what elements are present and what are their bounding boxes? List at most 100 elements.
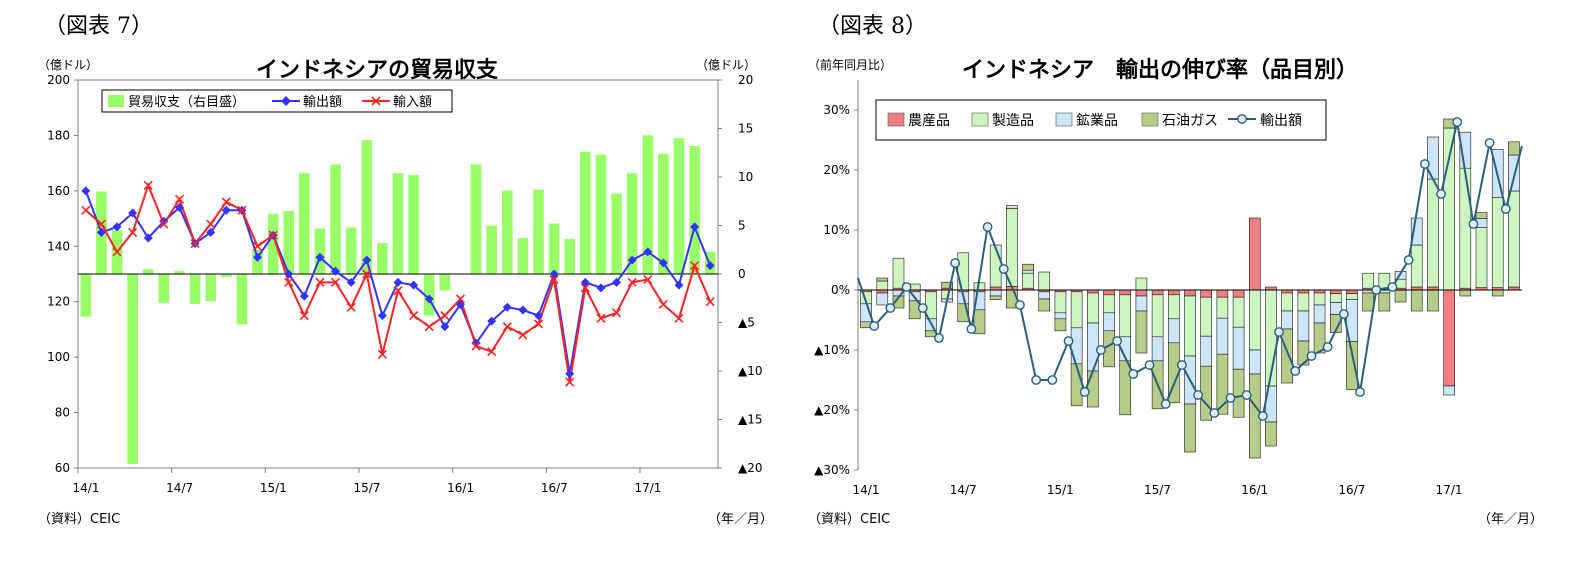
imports-point (237, 205, 247, 215)
exports-point (658, 258, 668, 268)
exports-point (643, 247, 653, 257)
manufacturing-bar-segment (1475, 227, 1488, 288)
manufacturing-bar-segment (1070, 291, 1083, 329)
manufacturing-bar-segment (876, 280, 889, 291)
chart1-left-unit: （億ドル） (38, 58, 99, 72)
mining-bar-segment (1038, 291, 1051, 300)
balance-bar (595, 154, 607, 274)
balance-bar (267, 213, 279, 274)
export-growth-point (1241, 390, 1252, 400)
agri-bar-segment (1151, 289, 1164, 296)
exports-point (518, 305, 528, 315)
exports-point (424, 294, 434, 304)
export-growth-point (901, 282, 912, 292)
oilgas-bar-segment (1135, 310, 1148, 354)
oilgas-bar-segment (989, 295, 1002, 300)
legend-agri-label: 農産品 (908, 113, 950, 129)
oilgas-bar-segment (1265, 421, 1277, 447)
oilgas-bar-segment (1346, 341, 1358, 390)
export-growth-point (1257, 411, 1268, 421)
exports-point (502, 302, 512, 312)
exports-point (112, 222, 122, 232)
exports-point (487, 316, 497, 326)
imports-point (299, 311, 309, 321)
balance-bar (236, 274, 248, 325)
imports-point (81, 205, 91, 215)
export-growth-point (885, 303, 896, 313)
imports-point (362, 269, 372, 279)
exports-point (705, 261, 715, 271)
oilgas-bar-segment (973, 309, 986, 335)
imports-point (252, 241, 263, 251)
export-growth-point (1322, 342, 1333, 352)
manufacturing-bar-segment (1232, 296, 1245, 328)
chart1-left-tick-label: 100 (47, 350, 70, 364)
mining-bar-segment (1087, 322, 1099, 372)
manufacturing-bar-segment (1329, 293, 1342, 303)
exports-point (284, 269, 294, 279)
exports-point (128, 208, 138, 218)
imports-point (533, 319, 544, 329)
exports-point (627, 255, 637, 265)
mining-bar-segment (1216, 317, 1229, 355)
balance-bar (689, 145, 700, 274)
balance-bar (283, 210, 295, 274)
chart2-x-tick-label: 15/7 (1144, 483, 1171, 497)
export-growth-point (1128, 369, 1139, 379)
chart1-left-tick-label: 80 (55, 406, 70, 420)
chart2-source: （資料）CEIC (808, 512, 891, 527)
balance-bar (611, 193, 622, 274)
balance-bar (330, 164, 341, 274)
imports-point (206, 219, 216, 229)
manufacturing-bar-segment (1346, 293, 1358, 300)
imports-point (518, 330, 528, 340)
export-growth-point (1063, 336, 1074, 346)
oilgas-bar-segment (1475, 212, 1488, 219)
mining-bar-segment (1167, 318, 1180, 344)
chart1-x-tick-label: 15/1 (260, 481, 287, 495)
chart1-x-tick-label: 17/1 (634, 481, 661, 495)
imports-point (487, 347, 497, 357)
export-growth-point (1079, 387, 1090, 397)
imports-point (674, 313, 684, 323)
oilgas-bar-segment (957, 303, 970, 323)
manufacturing-bar-segment (1167, 294, 1180, 320)
balance-bar (205, 274, 216, 302)
chart2-x-tick-label: 16/1 (1241, 483, 1268, 497)
chart2-y-tick-label: ▲10% (814, 343, 850, 357)
legend-oilgas-label: 石油ガス (1162, 113, 1218, 129)
chart1-left-tick-label: 60 (55, 461, 70, 475)
imports-point (284, 277, 294, 287)
legend-exports-marker (281, 96, 291, 106)
agri-bar-segment (1232, 289, 1245, 298)
imports-point (580, 283, 590, 293)
oilgas-bar-segment (1281, 328, 1293, 384)
exports-point (377, 311, 387, 321)
imports-point (346, 302, 356, 312)
oilgas-bar-segment (941, 281, 953, 289)
export-growth-point (1387, 282, 1398, 292)
oilgas-bar-segment (1508, 141, 1520, 156)
imports-point (112, 247, 122, 257)
export-growth-point (1484, 138, 1495, 148)
chart1-x-tick-label: 16/7 (541, 481, 568, 495)
balance-bar (299, 173, 310, 274)
balance-bar (80, 274, 92, 317)
chart2-axis-unit: （年／月） (1478, 512, 1544, 527)
exports-point (565, 369, 575, 379)
legend-manufacturing-swatch (971, 112, 989, 127)
chart1-right-tick-label: 20 (738, 73, 753, 87)
exports-point (253, 252, 263, 262)
mining-bar-segment (1313, 304, 1326, 324)
exports-point (409, 280, 419, 290)
mining-bar-segment (876, 292, 889, 306)
balance-bar (174, 271, 185, 274)
export-growth-point (1144, 360, 1155, 370)
chart1-right-tick-label: ▲10 (738, 364, 763, 378)
chart1-axis-unit: （年／月） (708, 512, 774, 527)
export-growth-point (1047, 375, 1058, 385)
export-growth-point (1500, 204, 1511, 214)
export-growth-point (1274, 327, 1284, 337)
imports-point (658, 299, 668, 310)
